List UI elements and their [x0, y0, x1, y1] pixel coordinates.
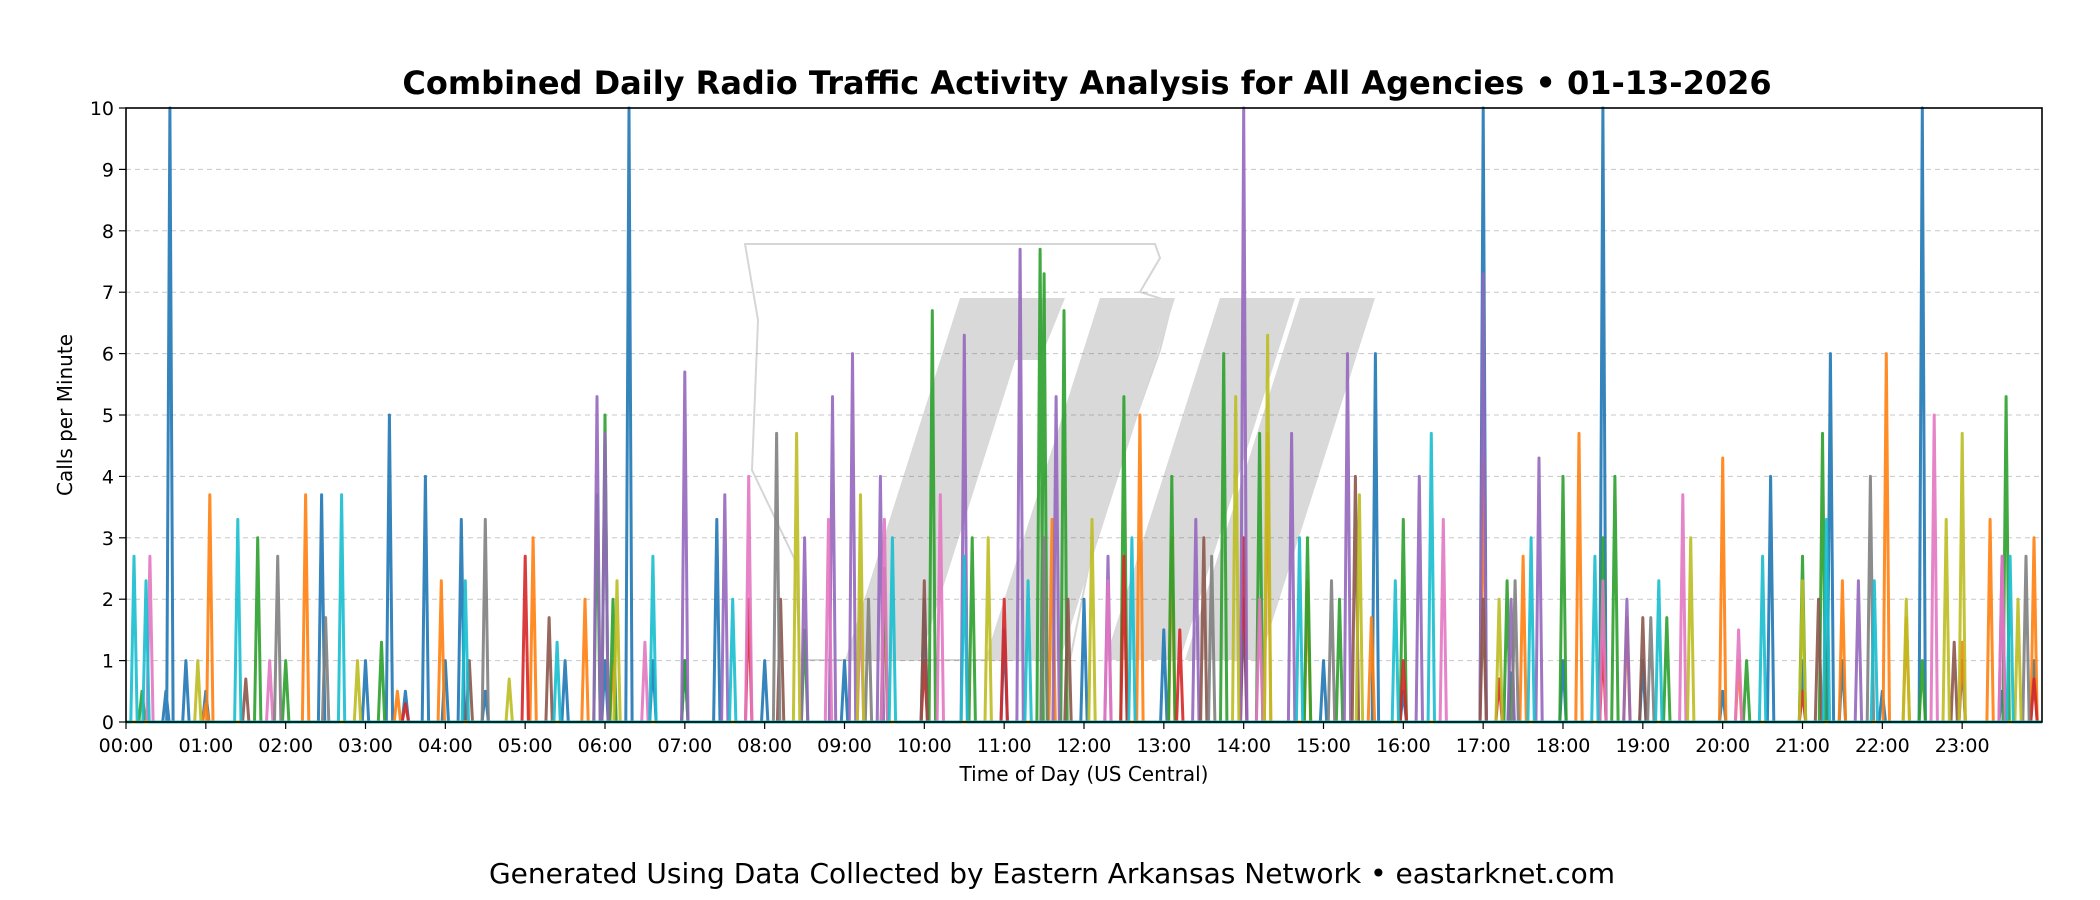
x-tick-label: 10:00	[897, 735, 952, 757]
x-axis: 00:00 01:00 02:00 03:00 04:00 05:00 06:00 07:00…	[99, 722, 1990, 757]
x-tick-label: 08:00	[737, 735, 792, 757]
y-tick-label: 1	[102, 651, 114, 673]
x-tick-label: 04:00	[418, 735, 473, 757]
x-tick-label: 14:00	[1216, 735, 1271, 757]
y-tick-label: 5	[102, 405, 114, 427]
x-tick-label: 00:00	[99, 735, 154, 757]
x-tick-label: 12:00	[1057, 735, 1112, 757]
y-tick-label: 3	[102, 528, 114, 550]
chart-title: Combined Daily Radio Traffic Activity An…	[402, 64, 1771, 102]
x-tick-label: 22:00	[1855, 735, 1910, 757]
x-tick-label: 18:00	[1536, 735, 1591, 757]
y-axis-label: Calls per Minute	[53, 334, 77, 496]
x-tick-label: 21:00	[1775, 735, 1830, 757]
y-tick-label: 9	[102, 159, 114, 181]
y-tick-label: 2	[102, 589, 114, 611]
y-tick-label: 4	[102, 466, 114, 488]
series-line-4	[126, 106, 2042, 724]
x-tick-label: 17:00	[1456, 735, 1511, 757]
x-tick-label: 23:00	[1935, 735, 1990, 757]
x-tick-label: 19:00	[1615, 735, 1670, 757]
footer-credit: Generated Using Data Collected by Easter…	[489, 857, 1615, 890]
x-tick-label: 15:00	[1296, 735, 1351, 757]
y-tick-label: 8	[102, 221, 114, 243]
x-tick-label: 07:00	[657, 735, 712, 757]
x-tick-label: 05:00	[498, 735, 553, 757]
x-tick-label: 16:00	[1376, 735, 1431, 757]
x-tick-label: 13:00	[1136, 735, 1191, 757]
y-axis: 0 1 2 3 4 5 6 7 8 9 10	[90, 98, 126, 734]
y-tick-label: 10	[90, 98, 114, 120]
x-tick-label: 02:00	[258, 735, 313, 757]
x-tick-label: 06:00	[578, 735, 633, 757]
y-tick-label: 7	[102, 282, 114, 304]
y-tick-label: 0	[102, 712, 114, 734]
y-tick-label: 6	[102, 344, 114, 366]
x-tick-label: 01:00	[178, 735, 233, 757]
x-tick-label: 11:00	[977, 735, 1032, 757]
x-axis-label: Time of Day (US Central)	[959, 762, 1209, 786]
x-tick-label: 03:00	[338, 735, 393, 757]
x-tick-label: 20:00	[1695, 735, 1750, 757]
x-tick-label: 09:00	[817, 735, 872, 757]
